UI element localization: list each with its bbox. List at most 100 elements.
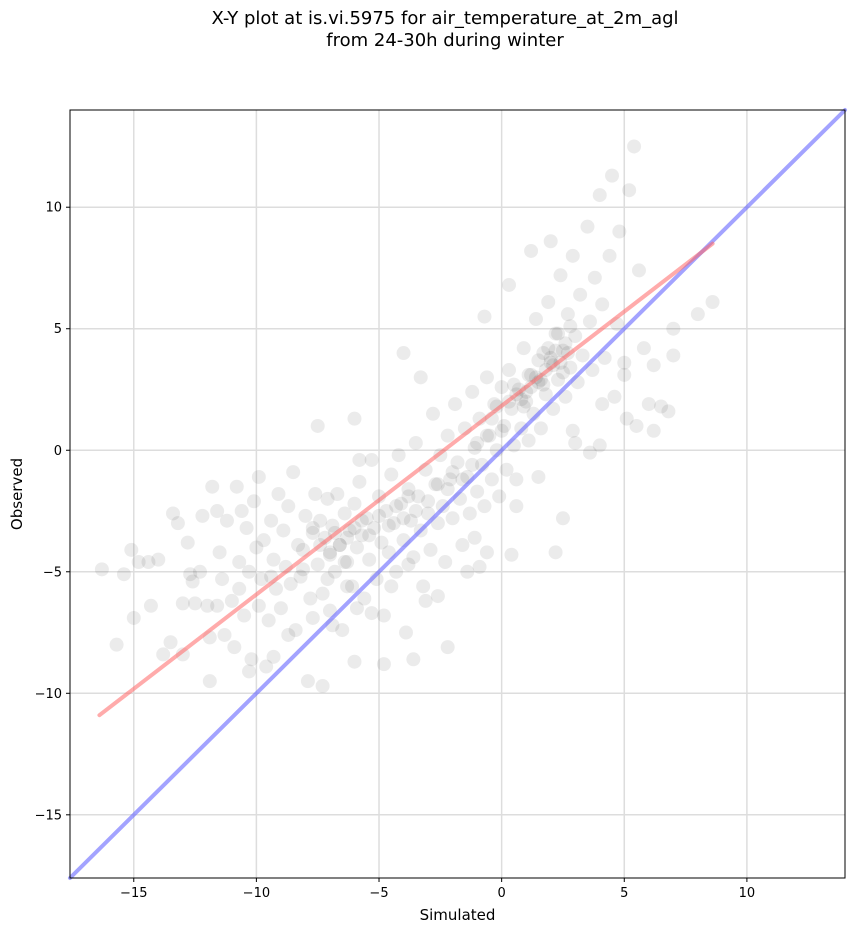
x-tick-label: 0 (498, 886, 506, 901)
scatter-point (384, 579, 399, 594)
scatter-point (310, 557, 325, 572)
scatter-point (617, 355, 632, 370)
scatter-point (325, 518, 340, 533)
scatter-point (374, 535, 389, 550)
scatter-point (151, 552, 166, 567)
scatter-point (538, 387, 553, 402)
chart-title-line-2: from 24-30h during winter (326, 30, 564, 51)
scatter-point (494, 380, 509, 395)
scatter-point (352, 452, 367, 467)
scatter-point (504, 401, 519, 416)
scatter-point (166, 506, 181, 521)
scatter-point (536, 377, 551, 392)
scatter-point (450, 455, 465, 470)
scatter-point (666, 348, 681, 363)
scatter-point (259, 659, 274, 674)
scatter-point (553, 268, 568, 283)
scatter-point (531, 469, 546, 484)
scatter-point (286, 465, 301, 480)
scatter-point (394, 496, 409, 511)
scatter-point (467, 440, 482, 455)
scatter-point (249, 540, 264, 555)
scatter-point (396, 346, 411, 361)
scatter-point (631, 263, 646, 278)
scatter-point (413, 370, 428, 385)
scatter-point (548, 326, 563, 341)
scatter-point (548, 545, 563, 560)
scatter-point (661, 404, 676, 419)
scatter-point (479, 370, 494, 385)
scatter-point (239, 521, 254, 536)
x-tick-label: 5 (620, 886, 628, 901)
scatter-point (408, 504, 423, 519)
y-axis-label: Observed (8, 458, 26, 530)
y-tick-label: −10 (35, 687, 62, 702)
scatter-point (430, 477, 445, 492)
scatter-point (502, 277, 517, 292)
scatter-point (283, 576, 298, 591)
scatter-point (264, 513, 279, 528)
scatter-point (116, 567, 131, 582)
scatter-point (349, 601, 364, 616)
scatter-point (595, 397, 610, 412)
scatter-point (386, 516, 401, 531)
scatter-point (536, 346, 551, 361)
scatter-point (367, 521, 382, 536)
scatter-point (94, 562, 109, 577)
scatter-point (416, 579, 431, 594)
scatter-point (467, 530, 482, 545)
scatter-point (646, 358, 661, 373)
scatter-point (582, 445, 597, 460)
scatter-point (543, 350, 558, 365)
scatter-point (210, 504, 225, 519)
scatter-point (438, 555, 453, 570)
scatter-point (401, 482, 416, 497)
scatter-point (315, 679, 330, 693)
scatter-point (261, 613, 276, 628)
scatter-point (362, 552, 377, 567)
scatter-point (185, 574, 200, 589)
x-tick-label: −5 (369, 886, 388, 901)
scatter-point (352, 474, 367, 489)
y-tick-label: −5 (43, 565, 62, 580)
scatter-point (573, 287, 588, 302)
scatter-point (276, 523, 291, 538)
scatter-point (477, 309, 492, 324)
scatter-point (313, 513, 328, 528)
scatter-point (470, 484, 485, 499)
scatter-point (470, 435, 485, 450)
scatter-point (389, 499, 404, 514)
scatter-point (516, 341, 531, 356)
axis-ticks: −15 −10 −5 0 5 10 −15 −10 −5 0 5 10 (35, 201, 756, 901)
scatter-point (205, 479, 220, 494)
chart-title-line-1: X-Y plot at is.vi.5975 for air_temperatu… (211, 8, 679, 29)
scatter-point (558, 336, 573, 351)
scatter-point (347, 521, 362, 536)
y-tick-label: 0 (54, 444, 62, 459)
x-tick-label: −10 (243, 886, 270, 901)
scatter-point (440, 640, 455, 655)
scatter-point (636, 341, 651, 356)
scatter-point (364, 452, 379, 467)
scatter-point (543, 234, 558, 249)
scatter-point (372, 508, 387, 523)
scatter-point (376, 657, 391, 672)
scatter-point (563, 319, 578, 334)
scatter-point (462, 506, 477, 521)
scatter-point (492, 489, 507, 504)
scatter-point (291, 538, 306, 553)
scatter-point (622, 183, 637, 198)
scatter-point (141, 555, 156, 570)
scatter-point (232, 555, 247, 570)
scatter-point (175, 596, 190, 611)
scatter-point (455, 538, 470, 553)
scatter-point (568, 435, 583, 450)
scatter-point (443, 472, 458, 487)
scatter-point (448, 397, 463, 412)
scatter-point (310, 418, 325, 433)
scatter-point (345, 579, 360, 594)
scatter-point (308, 487, 323, 501)
scatter-point (234, 504, 249, 519)
scatter-point (335, 623, 350, 638)
scatter-point (215, 572, 230, 587)
